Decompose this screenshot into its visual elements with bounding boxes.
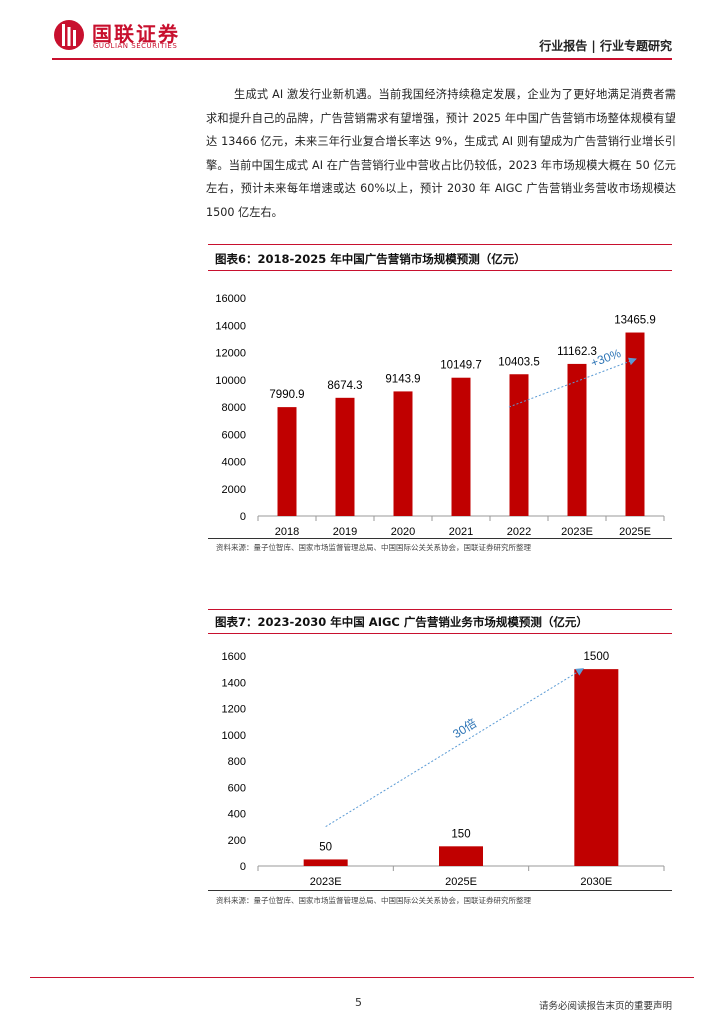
y-tick-label: 12000 [215, 348, 246, 360]
data-label: 10149.7 [440, 360, 482, 372]
y-tick-label: 800 [228, 756, 246, 768]
logo-text: 国联证券 [92, 22, 180, 46]
bar [335, 397, 355, 516]
header-divider [52, 58, 672, 60]
y-tick-label: 1400 [222, 677, 246, 689]
figure6-source: 资料来源：量子位智库、国家市场监督管理总局、中国国际公关关系协会，国联证券研究所… [216, 543, 531, 552]
data-label: 150 [451, 828, 470, 840]
y-tick-label: 0 [240, 861, 246, 873]
figure7-title: 图表7：2023-2030 年中国 AIGC 广告营销业务市场规模预测（亿元） [215, 615, 588, 629]
y-tick-label: 400 [228, 809, 246, 821]
x-tick-label: 2025E [619, 526, 651, 538]
data-label: 50 [319, 841, 332, 853]
x-tick-label: 2022 [507, 526, 531, 538]
bar [574, 669, 619, 866]
figure7-top-rule [208, 609, 672, 610]
trend-arrow [508, 357, 637, 408]
figure7-source: 资料来源：量子位智库、国家市场监督管理总局、中国国际公关关系协会，国联证券研究所… [216, 896, 531, 905]
body-paragraph: 生成式 AI 激发行业新机遇。当前我国经济持续稳定发展，企业为了更好地满足消费者… [206, 88, 676, 219]
bar [567, 363, 587, 516]
x-tick-label: 2020 [391, 526, 415, 538]
y-tick-label: 6000 [222, 429, 246, 441]
y-tick-label: 0 [240, 511, 246, 523]
footer-disclaimer: 请务必阅读报告末页的重要声明 [538, 1001, 672, 1012]
figure7-title-rule [208, 633, 672, 634]
logo-subtext: GUOLIAN SECURITIES [93, 42, 178, 50]
x-tick-label: 2018 [275, 526, 299, 538]
figure6-title: 图表6：2018-2025 年中国广告营销市场规模预测（亿元） [215, 252, 526, 266]
logo-mark-icon [54, 20, 84, 50]
data-label: 7990.9 [269, 389, 304, 401]
bar [625, 332, 645, 516]
bar [303, 859, 348, 866]
bar [439, 846, 483, 866]
y-tick-label: 1600 [222, 651, 246, 663]
y-tick-label: 1000 [222, 730, 246, 742]
bar [451, 377, 471, 516]
x-tick-label: 2030E [580, 876, 612, 888]
x-tick-label: 2023E [310, 876, 342, 888]
growth-annotation: 30倍 [450, 715, 479, 741]
y-tick-label: 600 [228, 782, 246, 794]
bar [509, 374, 529, 516]
bar [277, 407, 297, 516]
figure6-top-rule [208, 244, 672, 245]
x-tick-label: 2019 [333, 526, 357, 538]
x-tick-label: 2025E [445, 876, 477, 888]
y-tick-label: 200 [228, 835, 246, 847]
x-tick-label: 2021 [449, 526, 473, 538]
trend-arrow [325, 668, 585, 828]
figure7-chart: 0 200 400 600 800 1000 1200 1400 1600 50 2023E 150 2… [222, 651, 665, 888]
data-label: 9143.9 [385, 373, 420, 385]
y-tick-label: 14000 [215, 320, 246, 332]
data-label: 8674.3 [327, 380, 362, 392]
data-label: 11162.3 [557, 346, 597, 358]
footer-divider [30, 977, 694, 978]
report-type: 行业报告 | 行业专题研究 [539, 39, 672, 53]
data-label: 1500 [584, 651, 610, 663]
y-tick-label: 8000 [222, 402, 246, 414]
data-label: 13465.9 [614, 315, 656, 327]
x-tick-label: 2023E [561, 526, 593, 538]
figure6-chart: 0 2000 4000 6000 8000 10000 12000 14000 16000 799… [215, 293, 665, 538]
y-tick-label: 10000 [215, 375, 246, 387]
y-tick-label: 2000 [222, 484, 246, 496]
page-number: 5 [355, 996, 362, 1009]
y-tick-label: 4000 [222, 457, 246, 469]
bar [393, 391, 413, 516]
company-logo: 国联证券 GUOLIAN SECURITIES [52, 18, 192, 52]
y-tick-label: 1200 [222, 704, 246, 716]
figure7-source-rule [208, 890, 672, 891]
data-label: 10403.5 [498, 356, 540, 368]
figure6-title-rule [208, 270, 672, 271]
y-tick-label: 16000 [215, 293, 246, 305]
figure6-source-rule [208, 538, 672, 539]
